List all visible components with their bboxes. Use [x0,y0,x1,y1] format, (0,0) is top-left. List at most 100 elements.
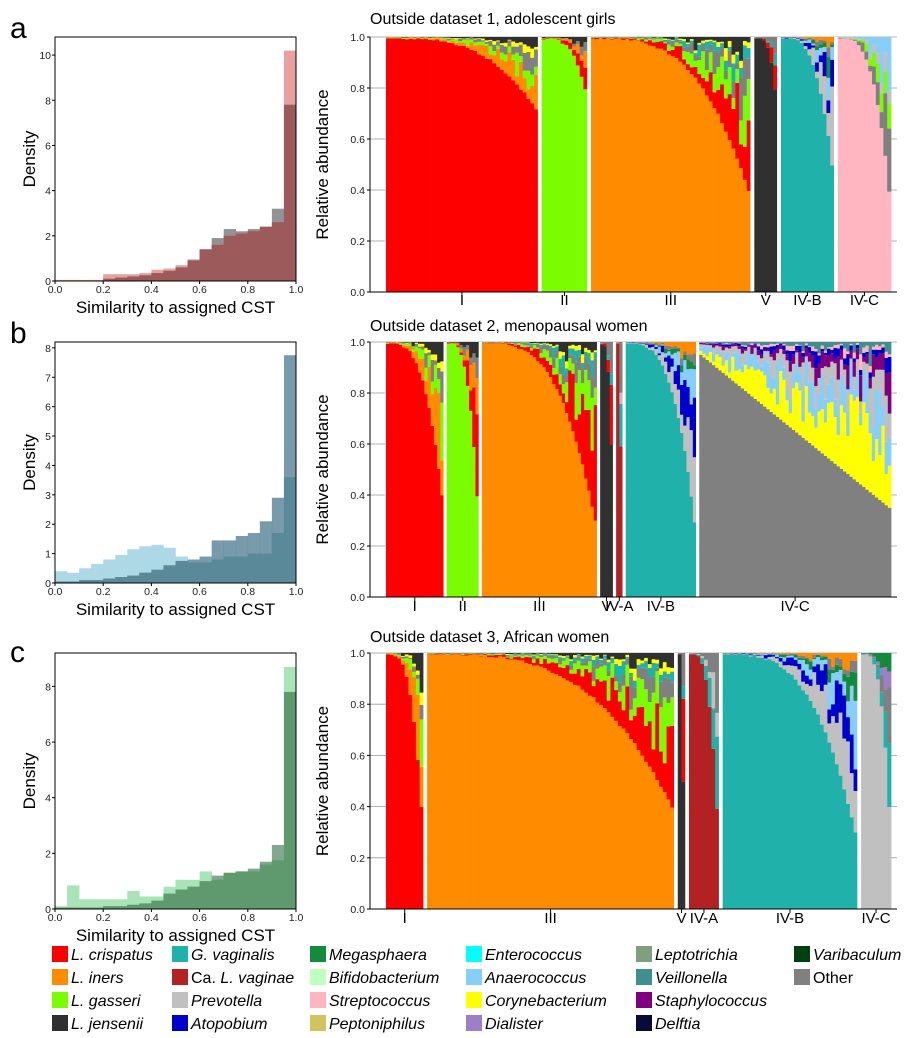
bar-segment [683,360,687,380]
bar-segment [644,39,649,42]
bar-segment [670,807,675,909]
bar-segment [808,679,813,686]
bar-segment [782,379,786,423]
bar-segment [584,342,588,348]
bar-segment [523,350,528,597]
bar-segment [515,43,520,47]
bar-segment [558,395,563,597]
bar-segment [438,653,443,655]
bar-segment [884,372,889,396]
bar-segment [550,662,555,673]
group-separator [587,37,592,292]
bar-segment [464,655,469,909]
bar-segment [692,369,697,398]
bar-segment [746,42,751,49]
bar-segment [499,44,505,53]
bar-segment [644,347,649,597]
bar-segment [797,656,802,658]
hist-bar [103,559,116,583]
bar-segment [746,78,751,121]
bar-segment [603,343,607,347]
legend-label: Other [813,970,854,987]
bar-segment [526,37,531,47]
cst-label: IV-B [793,292,821,309]
chart-title: Outside dataset 1, adolescent girls [370,11,615,28]
bar-segment [801,690,806,909]
bar-segment [822,37,827,41]
bar-segment [849,343,854,346]
bar-segment [636,37,641,39]
bar-segment [404,662,409,677]
bar-segment [617,38,622,292]
bar-segment [793,653,798,655]
bar-segment [827,367,831,385]
bar-segment [561,374,566,385]
bar-segment [462,342,467,348]
y-tick-label: 2 [45,231,51,243]
hist-overlap-bar [187,260,200,281]
bar-segment [807,347,812,354]
bar-segment [830,342,834,347]
bar-segment [518,37,524,43]
bar-segment [412,663,417,667]
bar-segment [393,38,398,293]
bar-segment [655,653,660,660]
bar-segment [437,342,441,363]
bar-segment [573,661,578,664]
bar-segment [796,37,801,39]
bar-segment [415,694,421,761]
bar-segment [606,662,611,671]
bar-segment [580,342,585,355]
bar-segment [561,402,566,597]
bar-segment [708,44,713,53]
bar-segment [488,39,493,41]
bar-segment [465,45,470,48]
bar-segment [846,653,851,671]
bar-segment [534,46,539,50]
bar-segment [689,368,694,405]
hist-overlap-bar [235,556,249,583]
bar-segment [782,345,786,351]
bar-segment [670,348,675,355]
bar-segment [490,653,495,655]
bar-segment [395,342,400,344]
cst-label: IV-C [781,598,810,615]
bar-segment [421,358,425,381]
bar-segment [833,345,838,348]
y-tick-label: 1.0 [350,337,365,349]
bar-segment [504,342,508,344]
bar-segment [838,666,843,670]
bar-segment [798,435,802,597]
bar-segment [660,342,665,343]
bar-segment [756,346,761,351]
bar-segment [868,654,873,655]
bar-segment [520,653,525,655]
bar-segment [720,123,725,292]
bar-segment [628,342,633,344]
bar-segment [498,655,503,657]
bar-segment [823,355,828,367]
bar-segment [822,40,827,43]
bar-segment [484,46,489,59]
bar-segment [812,653,817,655]
bar-segment [389,654,394,909]
bar-segment [731,63,736,82]
bar-segment [849,671,854,686]
cst-label: III [665,292,678,309]
bar-segment [715,653,720,713]
bar-segment [760,654,765,656]
x-tick-label: 0.8 [240,912,255,924]
bar-segment [588,672,593,696]
legend-label: Anaerococcus [484,970,586,987]
bar-segment [458,37,463,39]
bar-segment [505,656,510,658]
bar-segment [670,725,675,808]
bar-segment [654,355,659,597]
bar-segment [654,342,659,345]
bar-segment [731,352,735,357]
bar-segment [397,37,402,39]
bar-segment [462,366,467,597]
bar-segment [404,654,409,657]
bar-segment [465,37,470,39]
bar-segment [469,357,473,366]
